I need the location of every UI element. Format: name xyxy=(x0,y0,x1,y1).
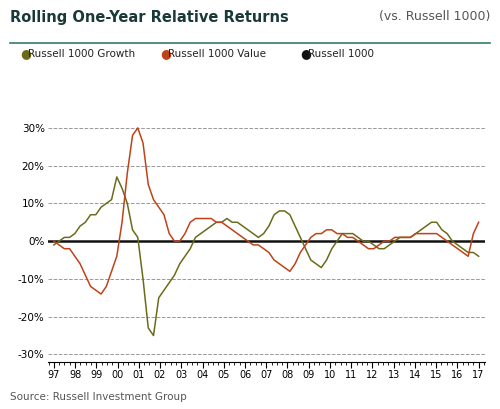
Text: ●: ● xyxy=(20,47,31,61)
Text: Russell 1000: Russell 1000 xyxy=(308,49,374,59)
Text: ●: ● xyxy=(300,47,311,61)
Text: Rolling One-Year Relative Returns: Rolling One-Year Relative Returns xyxy=(10,10,289,25)
Text: Russell 1000 Growth: Russell 1000 Growth xyxy=(28,49,134,59)
Text: Russell 1000 Value: Russell 1000 Value xyxy=(168,49,266,59)
Text: (vs. Russell 1000): (vs. Russell 1000) xyxy=(378,10,490,23)
Text: ●: ● xyxy=(160,47,171,61)
Text: Source: Russell Investment Group: Source: Russell Investment Group xyxy=(10,392,187,402)
